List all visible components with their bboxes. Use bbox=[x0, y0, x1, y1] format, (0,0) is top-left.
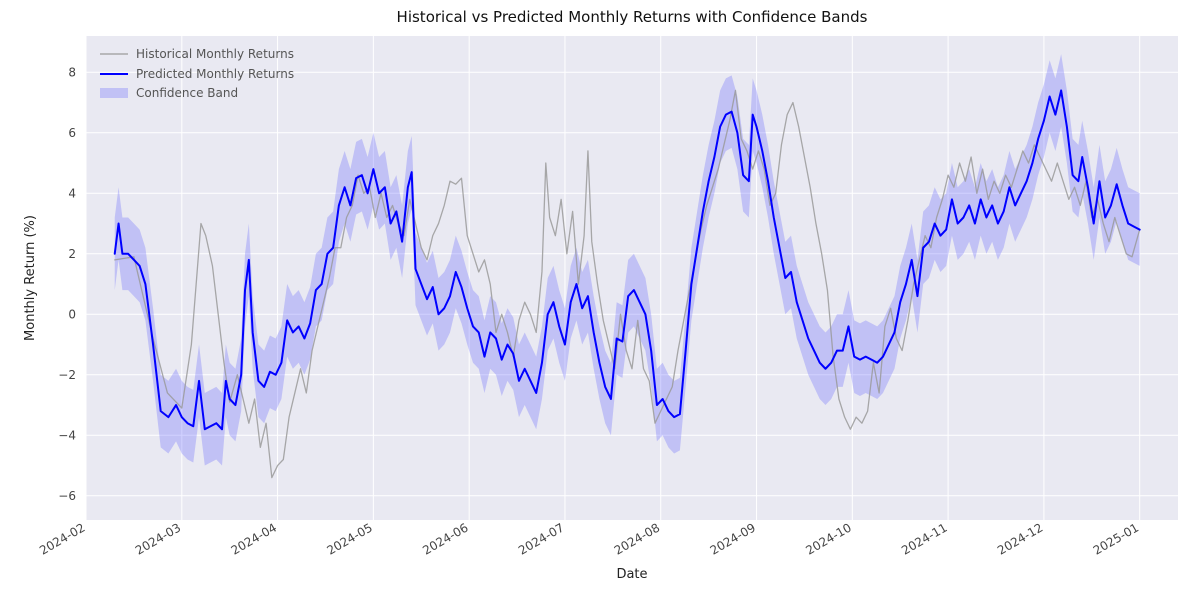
legend-label-band: Confidence Band bbox=[136, 86, 238, 100]
xtick-label: 2024-08 bbox=[612, 520, 662, 557]
xtick-label: 2024-07 bbox=[516, 520, 566, 557]
ytick-label: 4 bbox=[68, 186, 76, 200]
ytick-label: −2 bbox=[58, 368, 76, 382]
ytick-label: 8 bbox=[68, 65, 76, 79]
ytick-label: −6 bbox=[58, 489, 76, 503]
xtick-label: 2024-02 bbox=[37, 520, 87, 557]
chart-title: Historical vs Predicted Monthly Returns … bbox=[397, 8, 868, 26]
xtick-label: 2024-03 bbox=[133, 520, 183, 557]
legend-swatch-band bbox=[100, 88, 128, 98]
ytick-label: −4 bbox=[58, 428, 76, 442]
chart-svg: −6 −4 −2 0 2 4 6 8 2024-02 2024-03 2024-04 2024-05 2… bbox=[0, 0, 1200, 600]
ylabel: Monthly Return (%) bbox=[23, 215, 38, 341]
ytick-label: 2 bbox=[68, 247, 76, 261]
xtick-label: 2024-06 bbox=[420, 520, 470, 557]
ytick-label: 0 bbox=[68, 307, 76, 321]
xtick-label: 2024-12 bbox=[995, 520, 1045, 557]
legend-label-historical: Historical Monthly Returns bbox=[136, 47, 294, 61]
xtick-label: 2024-04 bbox=[229, 520, 279, 557]
ytick-label: 6 bbox=[68, 126, 76, 140]
xtick-label: 2025-01 bbox=[1091, 520, 1141, 557]
xtick-label: 2024-05 bbox=[324, 520, 374, 557]
xlabel: Date bbox=[616, 567, 647, 582]
xtick-label: 2024-09 bbox=[708, 520, 758, 557]
returns-chart: −6 −4 −2 0 2 4 6 8 2024-02 2024-03 2024-04 2024-05 2… bbox=[0, 0, 1200, 600]
xtick-label: 2024-10 bbox=[803, 520, 853, 557]
xtick-label: 2024-11 bbox=[899, 520, 949, 557]
legend-label-predicted: Predicted Monthly Returns bbox=[136, 67, 294, 81]
